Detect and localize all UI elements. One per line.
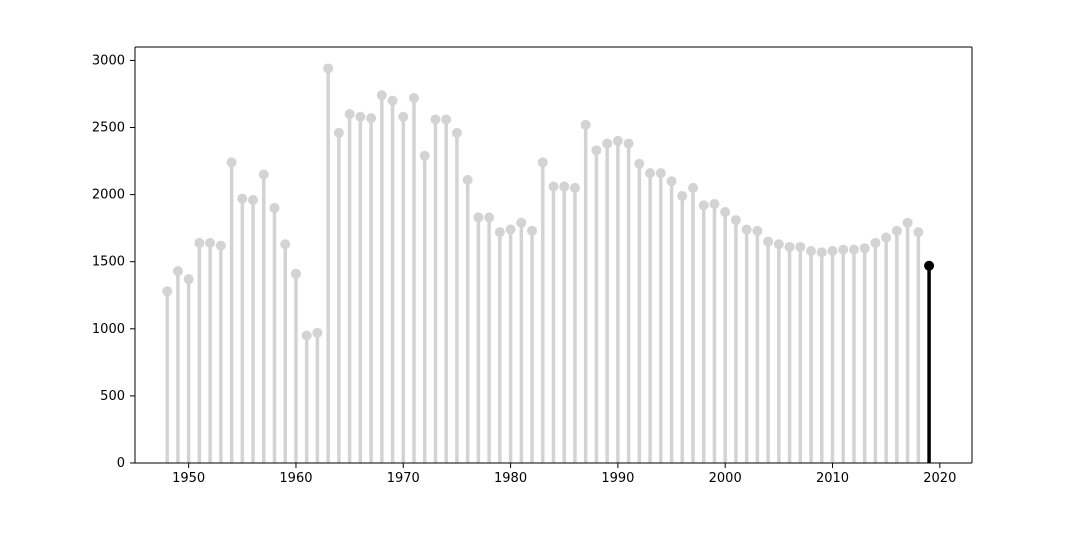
stem-marker	[345, 109, 355, 119]
stem-marker	[538, 157, 548, 167]
stem-marker	[259, 169, 269, 179]
stem-marker	[312, 328, 322, 338]
stem-marker	[430, 114, 440, 124]
stem-marker	[516, 218, 526, 228]
stem-marker	[806, 246, 816, 256]
stem-marker	[591, 145, 601, 155]
x-tick-label: 2000	[709, 471, 742, 486]
y-tick-label: 2500	[92, 121, 125, 136]
stem-marker	[645, 168, 655, 178]
stem-marker	[291, 269, 301, 279]
stem-marker	[613, 136, 623, 146]
stem-marker	[409, 93, 419, 103]
stem-marker	[355, 112, 365, 122]
stem-marker	[227, 157, 237, 167]
stem-marker	[903, 218, 913, 228]
stem-marker	[828, 246, 838, 256]
stem-marker	[270, 203, 280, 213]
stem-marker	[237, 194, 247, 204]
stem-marker	[302, 331, 312, 341]
stem-marker	[184, 274, 194, 284]
x-tick-label: 1990	[601, 471, 634, 486]
stem-marker	[742, 225, 752, 235]
stem-marker	[677, 191, 687, 201]
stem-marker	[785, 242, 795, 252]
x-tick-label: 1950	[172, 471, 205, 486]
stem-marker	[194, 238, 204, 248]
stem-marker	[709, 199, 719, 209]
y-tick-label: 500	[100, 389, 125, 404]
stem-marker	[495, 227, 505, 237]
stem-marker	[699, 200, 709, 210]
stem-marker	[173, 266, 183, 276]
stem-marker	[377, 90, 387, 100]
stem-marker	[216, 241, 226, 251]
y-tick-label: 1500	[92, 255, 125, 270]
stem-marker	[581, 120, 591, 130]
stem-marker	[763, 237, 773, 247]
y-tick-label: 1000	[92, 322, 125, 337]
stem-marker	[634, 159, 644, 169]
stem-marker	[366, 113, 376, 123]
stem-marker	[484, 212, 494, 222]
x-tick-label: 2020	[923, 471, 956, 486]
stem-marker	[527, 226, 537, 236]
stem-marker	[463, 175, 473, 185]
stem-marker	[720, 207, 730, 217]
y-tick-label: 2000	[92, 188, 125, 203]
x-tick-label: 2010	[816, 471, 849, 486]
x-tick-label: 1960	[279, 471, 312, 486]
x-tick-label: 1980	[494, 471, 527, 486]
stem-marker	[205, 238, 215, 248]
stem-marker	[334, 128, 344, 138]
stem-marker	[420, 151, 430, 161]
stem-marker	[441, 114, 451, 124]
stem-marker	[280, 239, 290, 249]
stem-marker	[892, 226, 902, 236]
x-tick-label: 1970	[387, 471, 420, 486]
stem-marker	[881, 233, 891, 243]
stem-marker	[452, 128, 462, 138]
chart-container: 1950 1960 1970 1980 1990 2000 2010 2020 0 500 1000…	[0, 0, 1080, 538]
stem-marker	[860, 243, 870, 253]
stem-marker	[849, 245, 859, 255]
stem-marker	[656, 168, 666, 178]
stem-marker	[506, 225, 516, 235]
stem-marker	[688, 183, 698, 193]
stem-marker	[388, 96, 398, 106]
stem-marker	[924, 261, 934, 271]
stem-marker	[667, 176, 677, 186]
y-tick-label: 3000	[92, 53, 125, 68]
stem-marker	[559, 182, 569, 192]
stem-marker	[248, 195, 258, 205]
stem-marker	[795, 242, 805, 252]
stem-marker	[870, 238, 880, 248]
stem-marker	[752, 226, 762, 236]
stem-marker	[570, 183, 580, 193]
stem-marker	[817, 247, 827, 257]
y-tick-label: 0	[117, 456, 125, 471]
stem-chart: 1950 1960 1970 1980 1990 2000 2010 2020 0 500 1000…	[0, 0, 1080, 538]
stem-marker	[602, 139, 612, 149]
stem-marker	[731, 215, 741, 225]
stem-marker	[473, 212, 483, 222]
stem-marker	[162, 286, 172, 296]
stem-marker	[913, 227, 923, 237]
stem-marker	[398, 112, 408, 122]
stem-marker	[624, 139, 634, 149]
stem-marker	[774, 239, 784, 249]
stem-marker	[838, 245, 848, 255]
stem-marker	[549, 182, 559, 192]
stem-marker	[323, 63, 333, 73]
